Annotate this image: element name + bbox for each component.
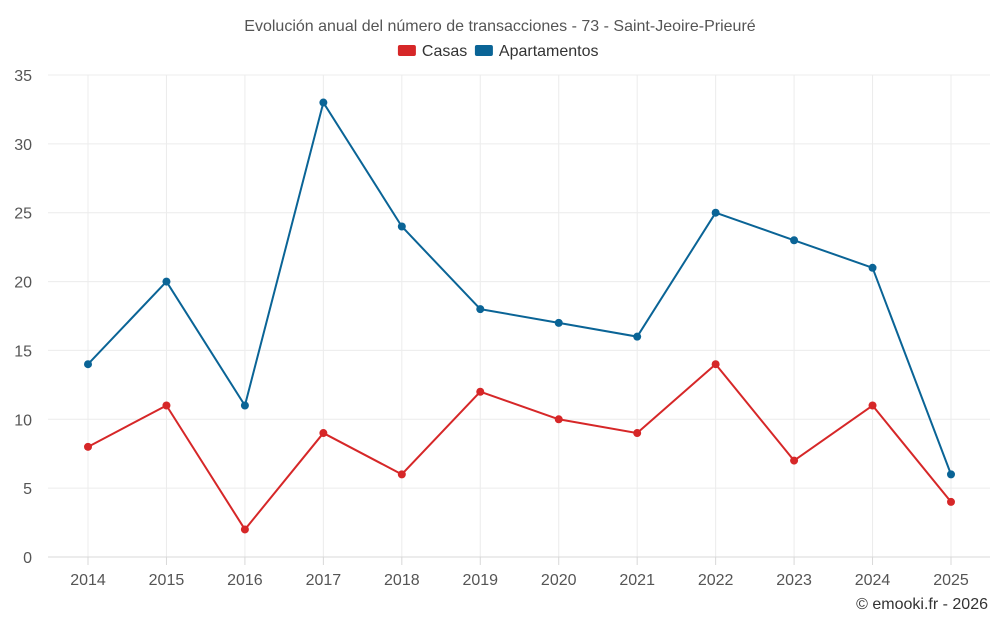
x-axis-ticks: 2014 2015 2016 2017 2018 2019 2020 2021 2022 2023…: [70, 557, 969, 589]
data-point[interactable]: [319, 98, 328, 107]
legend-label: Apartamentos: [499, 43, 599, 60]
data-point[interactable]: [162, 401, 171, 410]
data-point[interactable]: [790, 236, 799, 245]
x-tick-label: 2015: [149, 572, 185, 589]
series-line[interactable]: [87, 101, 952, 475]
legend-item-casas[interactable]: Casas: [397, 43, 467, 60]
data-point[interactable]: [84, 360, 92, 369]
x-tick-label: 2016: [227, 572, 263, 589]
data-point[interactable]: [240, 401, 249, 410]
x-tick-label: 2017: [306, 572, 342, 589]
data-point[interactable]: [476, 387, 485, 396]
data-point[interactable]: [633, 429, 642, 438]
data-point[interactable]: [868, 401, 877, 410]
x-tick-label: 2014: [70, 572, 106, 589]
y-tick-label: 20: [14, 275, 32, 292]
legend-swatch: [397, 45, 416, 56]
x-tick-label: 2021: [619, 572, 655, 589]
legend-swatch: [474, 45, 493, 56]
y-axis-ticks: 0 5 10 15 20 25 30 35: [14, 68, 32, 567]
x-tick-label: 2025: [933, 572, 969, 589]
data-point[interactable]: [633, 332, 642, 341]
data-point[interactable]: [947, 497, 955, 506]
data-point[interactable]: [868, 263, 877, 272]
x-tick-label: 2018: [384, 572, 420, 589]
y-tick-label: 5: [23, 481, 32, 498]
legend-label: Casas: [422, 43, 467, 60]
chart-title: Evolución anual del número de transaccio…: [244, 18, 755, 35]
x-tick-label: 2019: [462, 572, 498, 589]
data-point[interactable]: [476, 305, 485, 314]
data-point[interactable]: [162, 277, 171, 286]
legend[interactable]: Casas Apartamentos: [397, 43, 599, 60]
series-layer: [84, 98, 955, 534]
data-point[interactable]: [84, 442, 92, 451]
y-tick-label: 15: [14, 343, 32, 360]
series-casas[interactable]: [84, 360, 955, 534]
x-tick-label: 2020: [541, 572, 577, 589]
data-point[interactable]: [711, 360, 720, 369]
data-point[interactable]: [397, 222, 406, 231]
grid-vertical: [87, 75, 952, 557]
series-apartamentos[interactable]: [84, 98, 955, 479]
credit-text: © emooki.fr - 2026: [856, 596, 988, 613]
y-tick-label: 0: [23, 550, 32, 567]
data-point[interactable]: [554, 318, 563, 327]
data-point[interactable]: [397, 470, 406, 479]
y-tick-label: 25: [14, 206, 32, 223]
data-point[interactable]: [554, 415, 563, 424]
data-point[interactable]: [947, 470, 955, 479]
data-point[interactable]: [240, 525, 249, 534]
data-point[interactable]: [711, 208, 720, 217]
grid-horizontal: [48, 74, 990, 489]
x-tick-label: 2022: [698, 572, 734, 589]
y-tick-label: 30: [14, 137, 32, 154]
y-tick-label: 35: [14, 68, 32, 85]
x-tick-label: 2023: [776, 572, 812, 589]
data-point[interactable]: [319, 429, 328, 438]
series-line[interactable]: [87, 363, 952, 531]
x-tick-label: 2024: [855, 572, 891, 589]
y-tick-label: 10: [14, 412, 32, 429]
data-point[interactable]: [790, 456, 799, 465]
legend-item-apartamentos[interactable]: Apartamentos: [474, 43, 599, 60]
